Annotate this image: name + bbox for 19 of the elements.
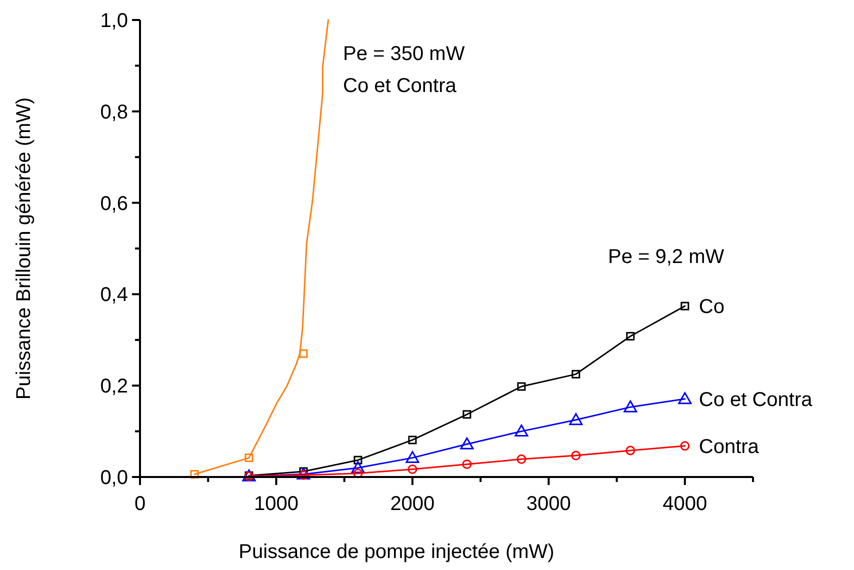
y-axis-title: Puissance Brillouin générée (mW) — [13, 97, 35, 400]
annotation: Pe = 350 mW — [343, 43, 465, 65]
y-tick-label: 0,0 — [100, 467, 128, 489]
annotation: Pe = 9,2 mW — [608, 246, 724, 268]
y-tick-label: 0,6 — [100, 192, 128, 215]
annotation: Co et Contra — [343, 75, 458, 97]
x-axis-title: Puissance de pompe injectée (mW) — [238, 541, 554, 563]
y-tick-label: 0,8 — [100, 101, 128, 124]
x-tick-label: 2000 — [390, 493, 435, 515]
x-tick-label: 3000 — [526, 493, 571, 515]
series-label: Contra — [698, 436, 760, 458]
y-tick-label: 0,2 — [100, 376, 128, 398]
y-tick-label: 1,0 — [100, 10, 128, 32]
series-label: Co et Contra — [698, 388, 814, 411]
x-tick-label: 4000 — [662, 493, 708, 515]
x-tick-label: 0 — [134, 493, 146, 515]
y-tick-label: 0,4 — [100, 284, 128, 306]
series-label: Co — [698, 296, 724, 318]
x-tick-label: 1000 — [254, 493, 298, 515]
